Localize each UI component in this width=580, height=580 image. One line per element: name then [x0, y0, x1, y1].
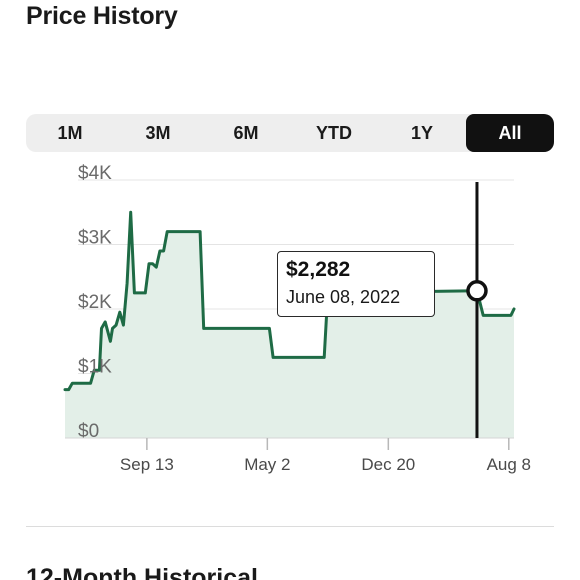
line-layer	[63, 210, 516, 392]
tab-all[interactable]: All	[466, 114, 554, 152]
cursor-layer	[466, 182, 488, 438]
tooltip-date: June 08, 2022	[286, 287, 401, 307]
x-tick-label: Aug 8	[487, 455, 531, 474]
y-tick-label: $2K	[78, 292, 112, 313]
price-chart[interactable]: $0 $1K $2K $3K $4K Sep 13 May 2 Dec 20 Aug 8	[0, 160, 580, 480]
price-line	[63, 210, 516, 392]
y-tick-label: $3K	[78, 228, 112, 249]
tab-ytd[interactable]: YTD	[316, 122, 352, 143]
price-chart-svg[interactable]: $0 $1K $2K $3K $4K Sep 13 May 2 Dec 20 Aug 8	[0, 160, 580, 480]
y-tick-labels: $0 $1K $2K $3K $4K	[78, 163, 112, 442]
tab-1y[interactable]: 1Y	[410, 122, 434, 143]
page-title: Price History	[26, 2, 178, 30]
price-tooltip: $2,282 June 08, 2022	[277, 251, 435, 317]
x-tick-label: Dec 20	[361, 455, 415, 474]
area-layer	[65, 212, 514, 438]
y-tick-label: $0	[78, 421, 99, 442]
tab-3m[interactable]: 3M	[145, 122, 171, 143]
y-tick-label: $4K	[78, 163, 112, 184]
tab-1m[interactable]: 1M	[57, 122, 83, 143]
x-ticks: Sep 13 May 2 Dec 20 Aug 8	[65, 437, 531, 474]
section-divider	[26, 526, 554, 527]
y-tick-label: $1K	[78, 357, 112, 378]
range-tabs: 1M 3M 6M YTD 1Y All	[26, 114, 554, 152]
x-tick-label: May 2	[244, 455, 290, 474]
x-tick-label: Sep 13	[120, 455, 174, 474]
price-area	[65, 212, 514, 438]
section-title-12-month-historical: 12-Month Historical	[26, 564, 258, 580]
tooltip-value: $2,282	[286, 258, 351, 281]
cursor-marker	[466, 280, 488, 302]
tab-6m[interactable]: 6M	[233, 122, 259, 143]
